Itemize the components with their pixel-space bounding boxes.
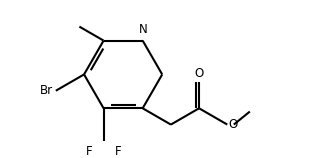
Text: F: F <box>115 145 122 158</box>
Text: F: F <box>85 145 92 158</box>
Text: O: O <box>228 118 238 131</box>
Text: N: N <box>139 23 148 36</box>
Text: Br: Br <box>40 84 53 97</box>
Text: O: O <box>194 67 204 80</box>
